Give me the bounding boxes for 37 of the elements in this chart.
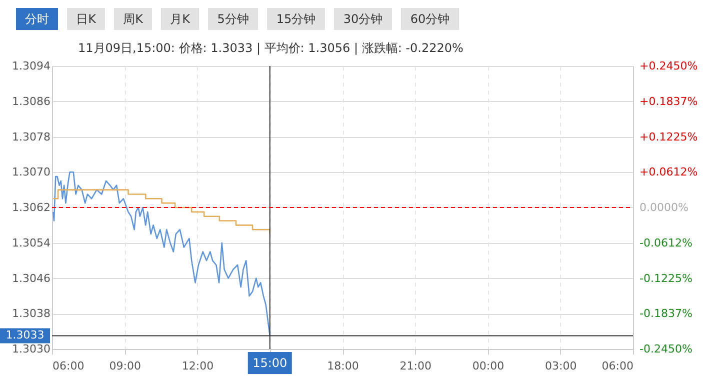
text: 月K xyxy=(170,12,192,26)
y2-tick-label: +0.0612% xyxy=(640,166,698,179)
chart-title: 11月09日,15:00: 价格: 1.3033 | 平均价: 1.3056 | 涨跌幅: -0.2220% xyxy=(78,41,464,55)
x-tick-label: 09:00 xyxy=(109,360,141,372)
y-tick-label: 1.3030 xyxy=(12,342,50,356)
y2-tick-label: -0.2450% xyxy=(640,342,692,356)
y2-tick-label: +0.1837% xyxy=(640,94,698,108)
y2-tick-label: +0.1225% xyxy=(640,130,698,144)
x-tick-label: 12:00 xyxy=(182,360,214,372)
text: 15分钟 xyxy=(276,12,316,26)
y2-tick-label: 0.0000% xyxy=(640,201,688,214)
y-tick-label: 1.3078 xyxy=(12,130,50,144)
y-tick-label: 1.3094 xyxy=(12,60,50,72)
x-tick-label: 03:00 xyxy=(545,360,577,372)
x-tick-label: 06:00 xyxy=(602,360,634,372)
y2-tick-label: -0.0612% xyxy=(640,236,692,250)
ref-line-label: 1.3033 xyxy=(6,328,44,342)
y2-tick-label: +0.2450% xyxy=(640,60,698,72)
y-tick-label: 1.3070 xyxy=(12,166,50,179)
text: 周K xyxy=(123,12,144,26)
y-tick-label: 1.3086 xyxy=(12,94,50,108)
text: 60分钟 xyxy=(410,12,450,26)
text: 5分钟 xyxy=(217,12,249,26)
text: 日K xyxy=(76,12,98,26)
ref-line-label: 15:00 xyxy=(252,356,288,370)
x-tick-label: 18:00 xyxy=(327,360,359,372)
x-tick-label: 06:00 xyxy=(52,360,84,372)
x-tick-label: 21:00 xyxy=(400,360,432,372)
y2-tick-label: -0.1837% xyxy=(640,307,692,320)
x-tick-label: 00:00 xyxy=(472,360,504,372)
y2-tick-label: -0.1225% xyxy=(640,272,692,285)
text: 30分钟 xyxy=(343,12,383,26)
y-tick-label: 1.3062 xyxy=(12,201,50,214)
y-tick-label: 1.3038 xyxy=(12,307,50,320)
y-tick-label: 1.3054 xyxy=(12,236,50,250)
text: 分时 xyxy=(25,12,49,26)
y-tick-label: 1.3046 xyxy=(12,272,50,285)
